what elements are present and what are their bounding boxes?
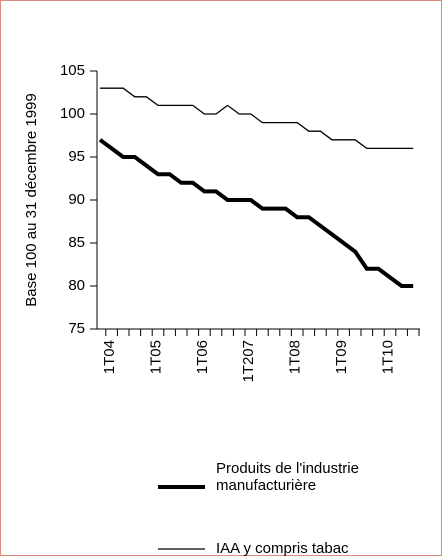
series-line — [100, 87, 414, 150]
y-tick-label: 85 — [68, 234, 85, 251]
legend-label: IAA y compris tabac — [216, 540, 349, 556]
y-tick-label: 90 — [68, 191, 85, 208]
series-line — [98, 138, 414, 288]
y-tick-label: 75 — [68, 320, 85, 337]
y-tick-label: 105 — [60, 62, 85, 79]
x-tick-label: 1T08 — [287, 340, 304, 374]
x-tick-label: 1T207 — [240, 340, 257, 383]
x-tick-label: 1T06 — [194, 340, 211, 374]
y-axis-label: Base 100 au 31 décembre 1999 — [23, 93, 40, 307]
y-tick-label: 80 — [68, 277, 85, 294]
x-tick-label: 1T04 — [101, 340, 118, 374]
legend-label: Produits de l'industrie manufacturière — [216, 460, 359, 494]
x-tick-label: 1T09 — [333, 340, 350, 374]
x-tick-label: 1T10 — [379, 340, 396, 374]
y-tick-label: 95 — [68, 148, 85, 165]
x-tick-label: 1T05 — [147, 340, 164, 374]
y-tick-label: 100 — [60, 105, 85, 122]
